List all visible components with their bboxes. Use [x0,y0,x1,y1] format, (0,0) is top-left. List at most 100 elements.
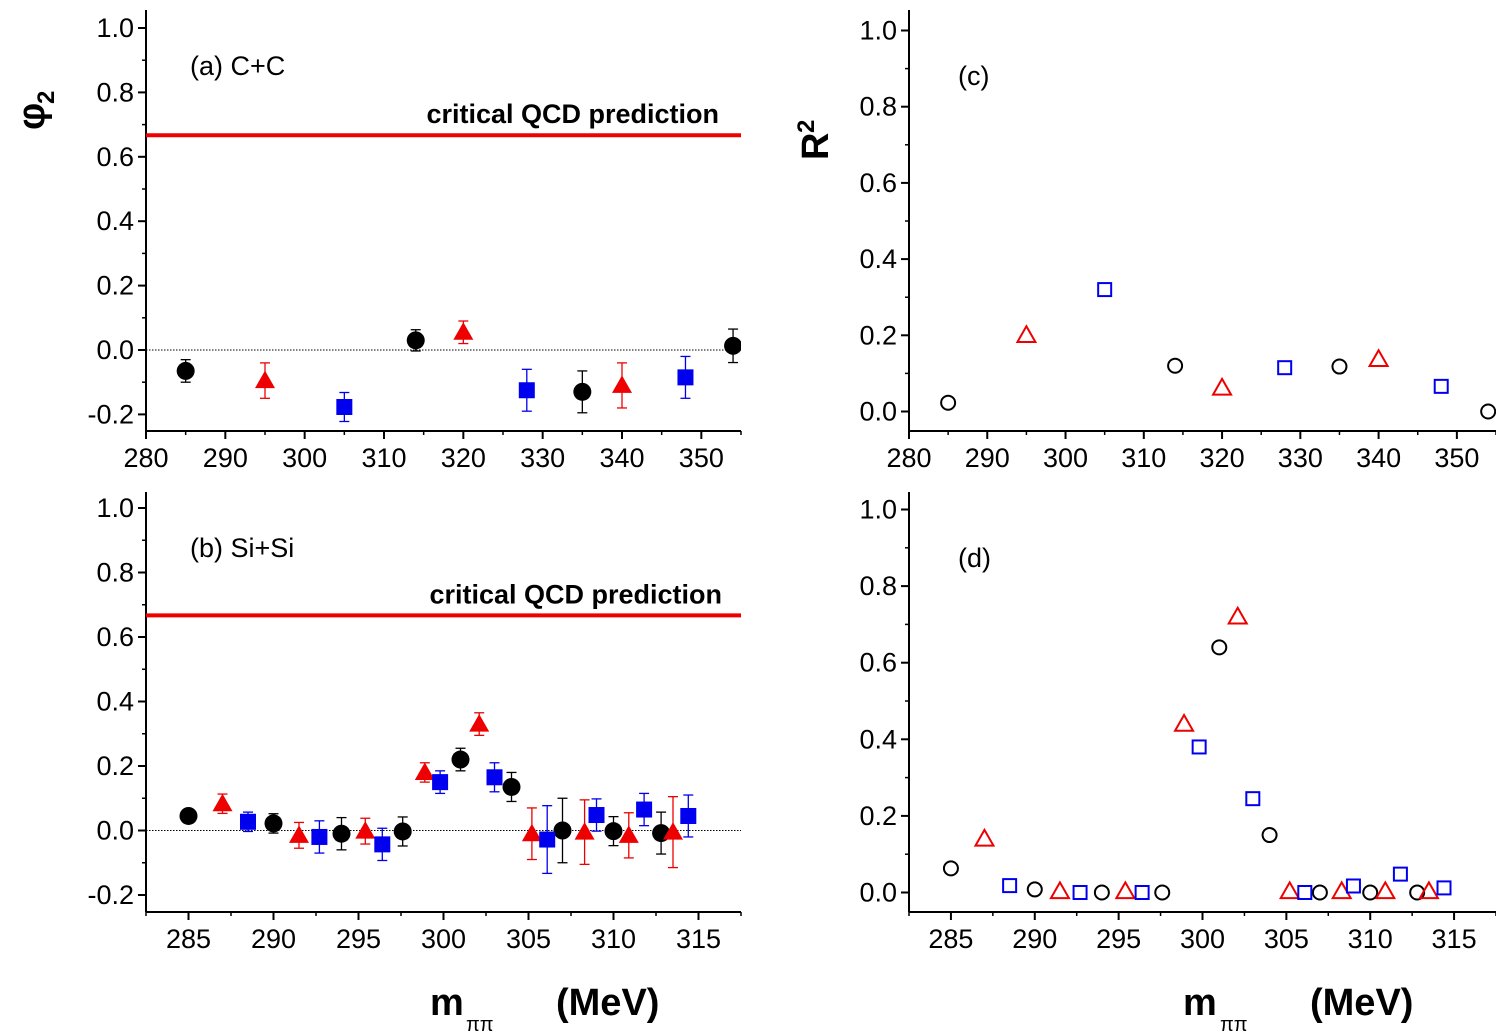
x-tick-label: 290 [965,443,1010,473]
data-point-square [539,831,556,848]
data-point-circle [179,806,198,825]
y-axis-title-main: φ [11,103,53,130]
data-point-circle [1154,884,1171,901]
y-tick-label: 0.4 [859,244,897,274]
data-point-square [1436,880,1452,896]
x-tick-label: 310 [1348,924,1393,954]
y-tick-label: 0.6 [859,168,897,198]
y-axis-title-r2: R 2 [793,120,837,160]
panel-a: -0.2 0.0 0.2 0.4 0.6 0.8 1.0 280 290 300 310 320 330… [87,10,742,473]
x-tick-label: 300 [1180,924,1225,954]
x-tick-label: 310 [1121,443,1166,473]
critical-qcd-label: critical QCD prediction [429,579,722,609]
data-point-triangle [618,825,639,843]
data-point-square [486,769,503,786]
data-point-square [636,801,653,818]
data-point-triangle [255,370,275,389]
data-point-triangle [469,714,490,732]
data-point-circle [332,824,351,843]
x-tick-label: 295 [1096,924,1141,954]
x-tick-label: 285 [166,924,211,954]
data-point-square [677,369,694,386]
data-point-triangle [453,322,474,340]
data-point-square [1002,878,1018,894]
y-tick-label: 0.2 [859,320,897,350]
x-tick-label: 320 [1200,443,1245,473]
data-point-circle [176,361,195,380]
data-markers [176,320,741,423]
data-point-square [1191,739,1207,755]
x-tick-label: 330 [1278,443,1323,473]
x-tick-label: 290 [203,443,248,473]
x-tick-label: 295 [336,924,381,954]
data-point-square [1245,791,1261,807]
data-point-triangle [212,793,233,812]
data-point-square [336,398,353,415]
data-point-circle [1026,881,1043,898]
data-point-circle [1093,884,1110,901]
data-point-triangle [1049,880,1071,900]
y-tick-label: 0.0 [859,878,897,908]
data-point-square [1297,885,1313,900]
data-point-square [1277,360,1293,376]
data-point-triangle [612,375,632,393]
x-tick-label: 300 [421,924,466,954]
panel-label: (d) [958,543,991,573]
data-point-circle [1331,358,1348,375]
data-point-square [588,807,605,824]
x-tick-label: 340 [599,443,644,473]
data-point-triangle [414,762,435,780]
x-tick-label: 330 [520,443,565,473]
x-tick-label: 315 [676,924,721,954]
data-point-triangle [1278,880,1301,900]
y-tick-label: 0.2 [859,801,897,831]
data-point-circle [573,382,592,401]
data-point-square [311,828,328,845]
y-tick-label: 1.0 [96,13,134,43]
x-axis-title-sub: ππ [466,1014,494,1033]
y-tick-label: 0.6 [96,622,134,652]
x-axis-title-unit: (MeV) [1310,982,1413,1024]
data-point-circle [553,821,572,840]
panel-label: (b) Si+Si [190,533,294,563]
y-tick-label: 0.2 [96,271,134,301]
y-tick-label: 1.0 [859,16,897,46]
data-point-square [374,836,391,853]
x-tick-label: 280 [886,443,931,473]
y-tick-label: 0.0 [859,397,897,427]
data-point-triangle [1367,348,1390,368]
data-point-triangle [574,822,595,840]
data-point-triangle [1374,880,1397,900]
x-tick-label: 350 [679,443,724,473]
data-point-circle [942,860,959,877]
data-point-circle [451,750,470,769]
x-axis-title-unit: (MeV) [556,982,659,1024]
x-tick-label: 305 [1264,924,1309,954]
x-tick-label: 300 [1043,443,1088,473]
x-tick-label: 290 [1012,924,1057,954]
data-point-triangle [663,822,683,840]
data-point-square [1134,885,1150,900]
data-point-square [1392,866,1408,882]
panel-label: (c) [958,61,989,91]
data-point-square [518,382,535,399]
data-point-triangle [1418,880,1440,900]
data-point-square [1072,885,1088,900]
data-markers [179,712,697,875]
data-point-circle [1480,403,1496,420]
data-point-triangle [1211,376,1233,396]
y-tick-label: 0.0 [96,335,134,365]
panel-d: 0.0 0.2 0.4 0.6 0.8 1.0 285 290 295 300 305 310 315 (… [859,492,1496,954]
data-point-circle [724,336,741,355]
y-tick-label: 0.4 [859,724,897,754]
data-point-triangle [973,827,996,847]
x-tick-label: 340 [1356,443,1401,473]
data-point-circle [406,331,425,350]
data-point-triangle [355,821,376,839]
data-point-triangle [1015,324,1038,344]
y-tick-label: 0.4 [96,206,134,236]
y-tick-label: 1.0 [859,495,897,525]
data-point-triangle [1114,880,1137,900]
data-point-circle [1311,884,1328,901]
